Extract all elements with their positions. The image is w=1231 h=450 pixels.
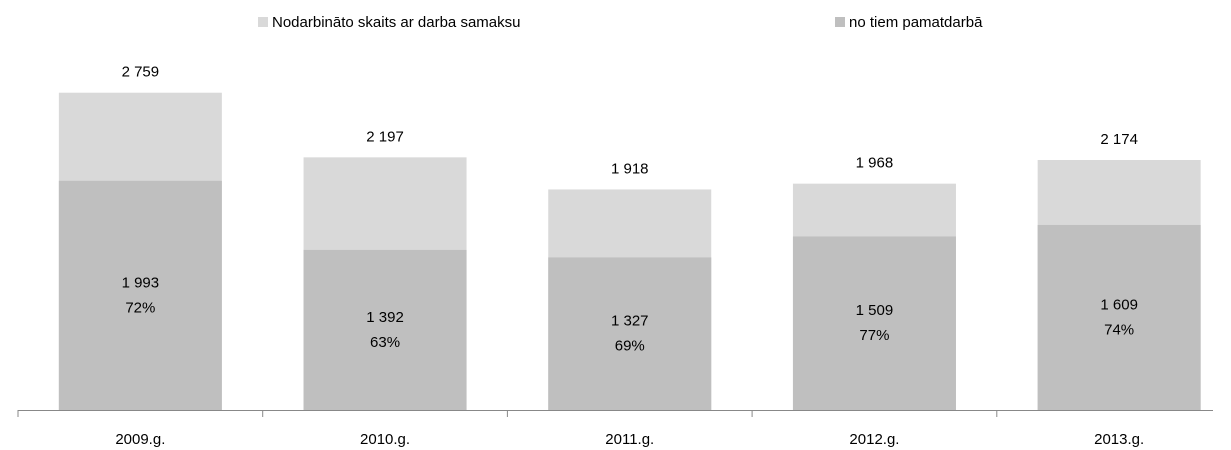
legend-swatch	[258, 17, 268, 27]
bar	[792, 236, 956, 410]
data-label: 2 174	[1100, 131, 1138, 148]
data-label: 2 759	[122, 64, 160, 81]
data-label: 1 392	[366, 309, 404, 326]
x-tick-label: 2013.g.	[1094, 431, 1144, 448]
data-label: 1 968	[856, 155, 894, 172]
share-label: 63%	[370, 334, 400, 351]
share-label: 72%	[125, 299, 155, 316]
x-tick-label: 2012.g.	[849, 431, 899, 448]
share-label: 77%	[859, 327, 889, 344]
data-label: 1 327	[611, 313, 649, 330]
data-label: 1 993	[122, 274, 160, 291]
legend-label: no tiem pamatdarbā	[849, 14, 983, 31]
x-tick-label: 2010.g.	[360, 431, 410, 448]
data-label: 2 197	[366, 128, 404, 145]
bar	[548, 257, 712, 410]
data-label: 1 918	[611, 160, 649, 177]
legend-label: Nodarbināto skaits ar darba samaksu	[272, 14, 520, 31]
share-label: 69%	[615, 338, 645, 355]
share-label: 74%	[1104, 321, 1134, 338]
bar	[58, 180, 222, 410]
data-label: 1 609	[1100, 296, 1138, 313]
bar	[1037, 224, 1201, 410]
legend-swatch	[835, 17, 845, 27]
x-tick-label: 2009.g.	[115, 431, 165, 448]
bar	[303, 249, 467, 410]
x-tick-label: 2011.g.	[605, 431, 654, 448]
data-label: 1 509	[856, 302, 894, 319]
